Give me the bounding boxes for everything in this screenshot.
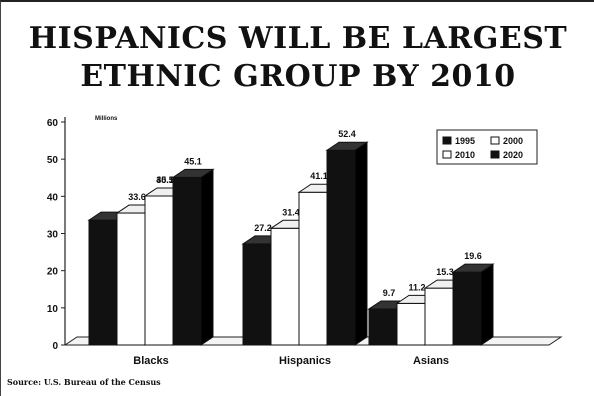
data-label: 45.1	[184, 156, 202, 166]
data-label: 19.6	[464, 251, 482, 261]
bar	[368, 308, 398, 346]
data-label: 40.1	[156, 175, 174, 185]
legend-label: 1995	[455, 136, 475, 146]
y-tick-label: 30	[47, 230, 59, 241]
bar	[298, 191, 328, 346]
category-label: Blacks	[133, 355, 168, 367]
unit-label: Millions	[95, 116, 118, 122]
legend-label: 2010	[455, 150, 475, 160]
bar	[172, 176, 202, 346]
chart-title-line-1: HISPANICS WILL BE LARGEST	[28, 21, 568, 56]
bar	[270, 227, 300, 346]
data-label: 41.1	[310, 171, 328, 181]
data-label: 35.5	[156, 175, 174, 185]
data-label: 11.2	[408, 282, 425, 292]
source-note: Source: U.S. Bureau of the Census	[7, 377, 161, 387]
y-tick-label: 10	[47, 304, 59, 315]
chart-title-line-2: ETHNIC GROUP BY 2010	[80, 59, 516, 94]
bar-side	[480, 263, 494, 346]
data-label: 33.6	[128, 192, 146, 202]
data-label: 15.3	[436, 267, 454, 277]
bar	[116, 212, 146, 346]
bar-top	[171, 168, 215, 178]
legend-label: 2020	[503, 150, 523, 160]
category-label: Asians	[413, 355, 449, 367]
bar	[144, 195, 174, 346]
legend-swatch	[490, 136, 500, 145]
bar-top	[451, 263, 495, 273]
category-label: Hispanics	[279, 355, 331, 367]
legend-swatch	[442, 136, 452, 145]
y-tick-label: 60	[47, 118, 59, 129]
y-tick-label: 0	[52, 341, 58, 352]
y-tick-label: 40	[47, 192, 59, 203]
legend-box	[436, 129, 538, 165]
bar-top	[325, 141, 369, 151]
chart-title: HISPANICS WILL BE LARGEST ETHNIC GROUP B…	[1, 20, 594, 96]
y-tick-label: 20	[47, 267, 59, 278]
data-label: 9.7	[383, 288, 396, 298]
legend-swatch	[490, 150, 500, 159]
bar	[88, 219, 118, 346]
bar	[242, 243, 272, 346]
legend-label: 2000	[503, 136, 523, 146]
bar	[396, 302, 426, 346]
bar	[424, 287, 454, 346]
bar	[452, 271, 482, 346]
bar-side	[200, 168, 214, 346]
data-label: 52.4	[338, 129, 356, 139]
bar	[326, 149, 356, 346]
data-label: 27.2	[254, 223, 272, 233]
data-label: 31.4	[282, 207, 300, 217]
legend-swatch	[442, 150, 452, 159]
bar-side	[354, 141, 368, 346]
y-tick-label: 50	[47, 155, 59, 166]
